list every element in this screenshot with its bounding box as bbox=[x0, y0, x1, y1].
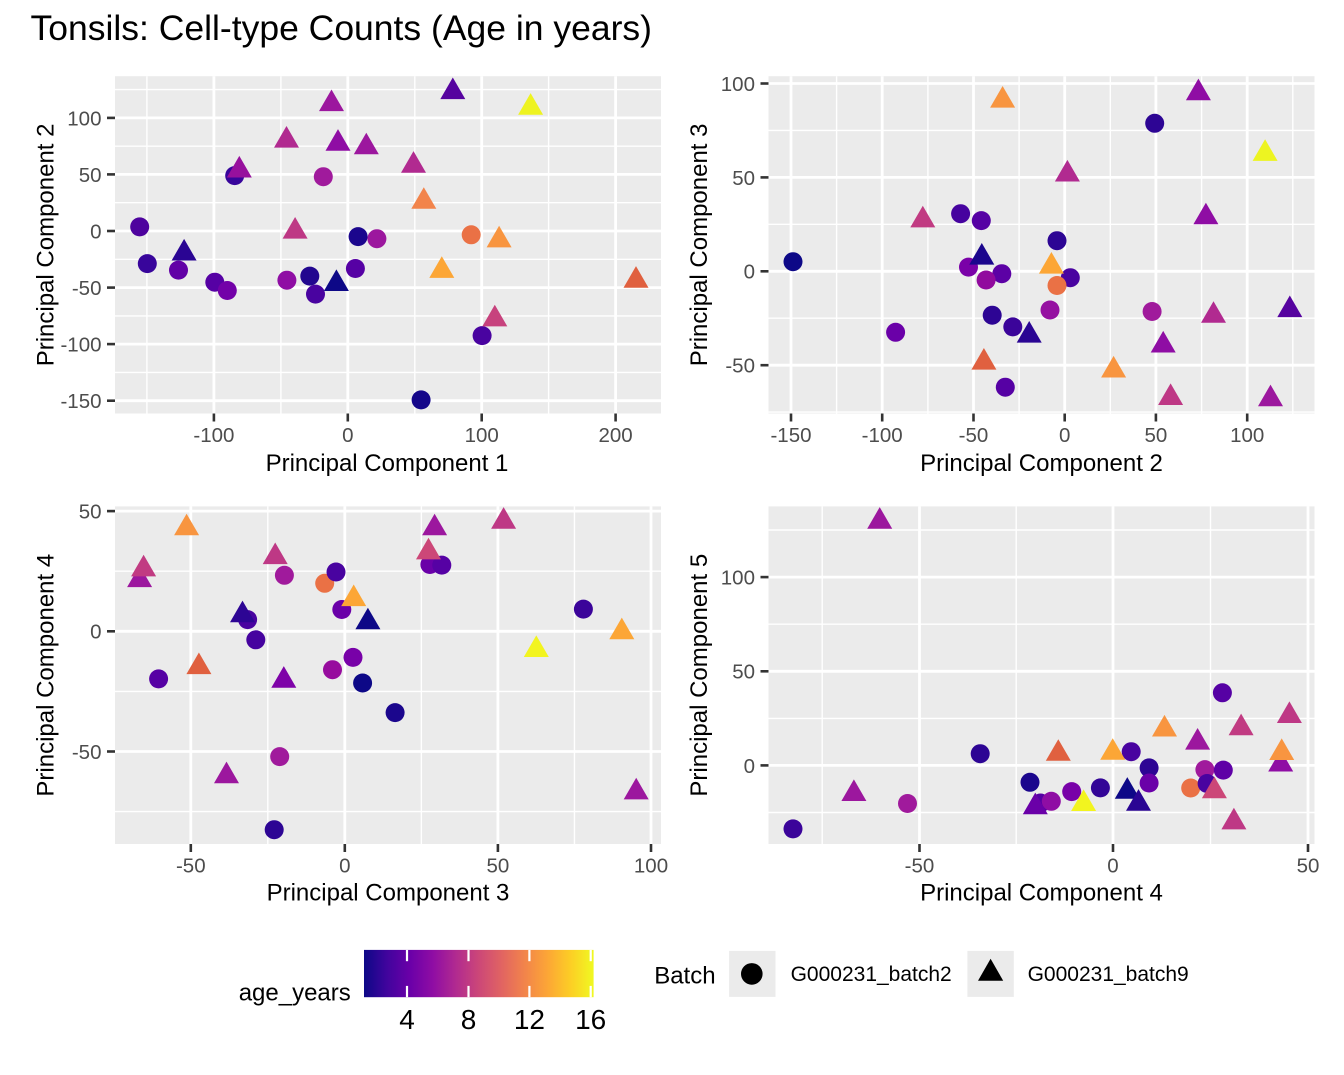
svg-text:-50: -50 bbox=[905, 855, 935, 878]
svg-text:Principal Component 2: Principal Component 2 bbox=[33, 123, 60, 366]
svg-text:-100: -100 bbox=[862, 424, 903, 447]
svg-text:0: 0 bbox=[744, 261, 755, 284]
svg-text:Principal Component 5: Principal Component 5 bbox=[686, 554, 713, 797]
svg-text:-150: -150 bbox=[60, 390, 101, 413]
svg-text:50: 50 bbox=[486, 855, 509, 878]
svg-text:Principal Component 3: Principal Component 3 bbox=[686, 123, 713, 366]
svg-text:0: 0 bbox=[1059, 424, 1070, 447]
svg-text:50: 50 bbox=[79, 164, 102, 187]
svg-text:12: 12 bbox=[514, 1004, 545, 1035]
svg-text:0: 0 bbox=[744, 755, 755, 778]
svg-text:Tonsils: Cell-type Counts (Age: Tonsils: Cell-type Counts (Age in years) bbox=[31, 8, 653, 48]
svg-text:Principal Component 2: Principal Component 2 bbox=[920, 450, 1163, 477]
svg-text:-50: -50 bbox=[959, 424, 989, 447]
svg-text:-50: -50 bbox=[725, 355, 755, 378]
svg-text:100: 100 bbox=[634, 855, 668, 878]
svg-text:-50: -50 bbox=[176, 855, 206, 878]
svg-text:G000231_batch9: G000231_batch9 bbox=[1028, 963, 1189, 986]
svg-text:100: 100 bbox=[721, 73, 755, 96]
svg-text:50: 50 bbox=[1297, 855, 1320, 878]
svg-text:Principal Component 4: Principal Component 4 bbox=[920, 880, 1163, 907]
svg-text:Principal Component 3: Principal Component 3 bbox=[267, 880, 510, 907]
svg-text:0: 0 bbox=[339, 855, 350, 878]
svg-text:0: 0 bbox=[90, 621, 101, 644]
svg-text:-50: -50 bbox=[72, 277, 102, 300]
svg-text:Principal Component 1: Principal Component 1 bbox=[266, 450, 509, 477]
svg-text:50: 50 bbox=[732, 661, 755, 684]
svg-text:16: 16 bbox=[575, 1004, 606, 1035]
svg-text:Principal Component 4: Principal Component 4 bbox=[33, 554, 60, 797]
svg-text:100: 100 bbox=[67, 107, 101, 130]
svg-text:Batch: Batch bbox=[654, 962, 715, 989]
svg-text:100: 100 bbox=[1230, 424, 1264, 447]
svg-text:-50: -50 bbox=[72, 741, 102, 764]
svg-text:-100: -100 bbox=[60, 334, 101, 357]
svg-text:-150: -150 bbox=[770, 424, 811, 447]
svg-text:0: 0 bbox=[90, 220, 101, 243]
svg-text:0: 0 bbox=[342, 424, 353, 447]
svg-text:8: 8 bbox=[461, 1004, 477, 1035]
svg-text:50: 50 bbox=[732, 167, 755, 190]
svg-text:100: 100 bbox=[721, 567, 755, 590]
svg-text:-100: -100 bbox=[193, 424, 234, 447]
svg-text:200: 200 bbox=[598, 424, 632, 447]
svg-text:100: 100 bbox=[465, 424, 499, 447]
svg-text:4: 4 bbox=[399, 1004, 415, 1035]
svg-text:50: 50 bbox=[1144, 424, 1167, 447]
svg-text:G000231_batch2: G000231_batch2 bbox=[791, 963, 952, 986]
svg-text:50: 50 bbox=[79, 501, 102, 524]
svg-text:0: 0 bbox=[1107, 855, 1118, 878]
svg-text:age_years: age_years bbox=[239, 980, 351, 1007]
